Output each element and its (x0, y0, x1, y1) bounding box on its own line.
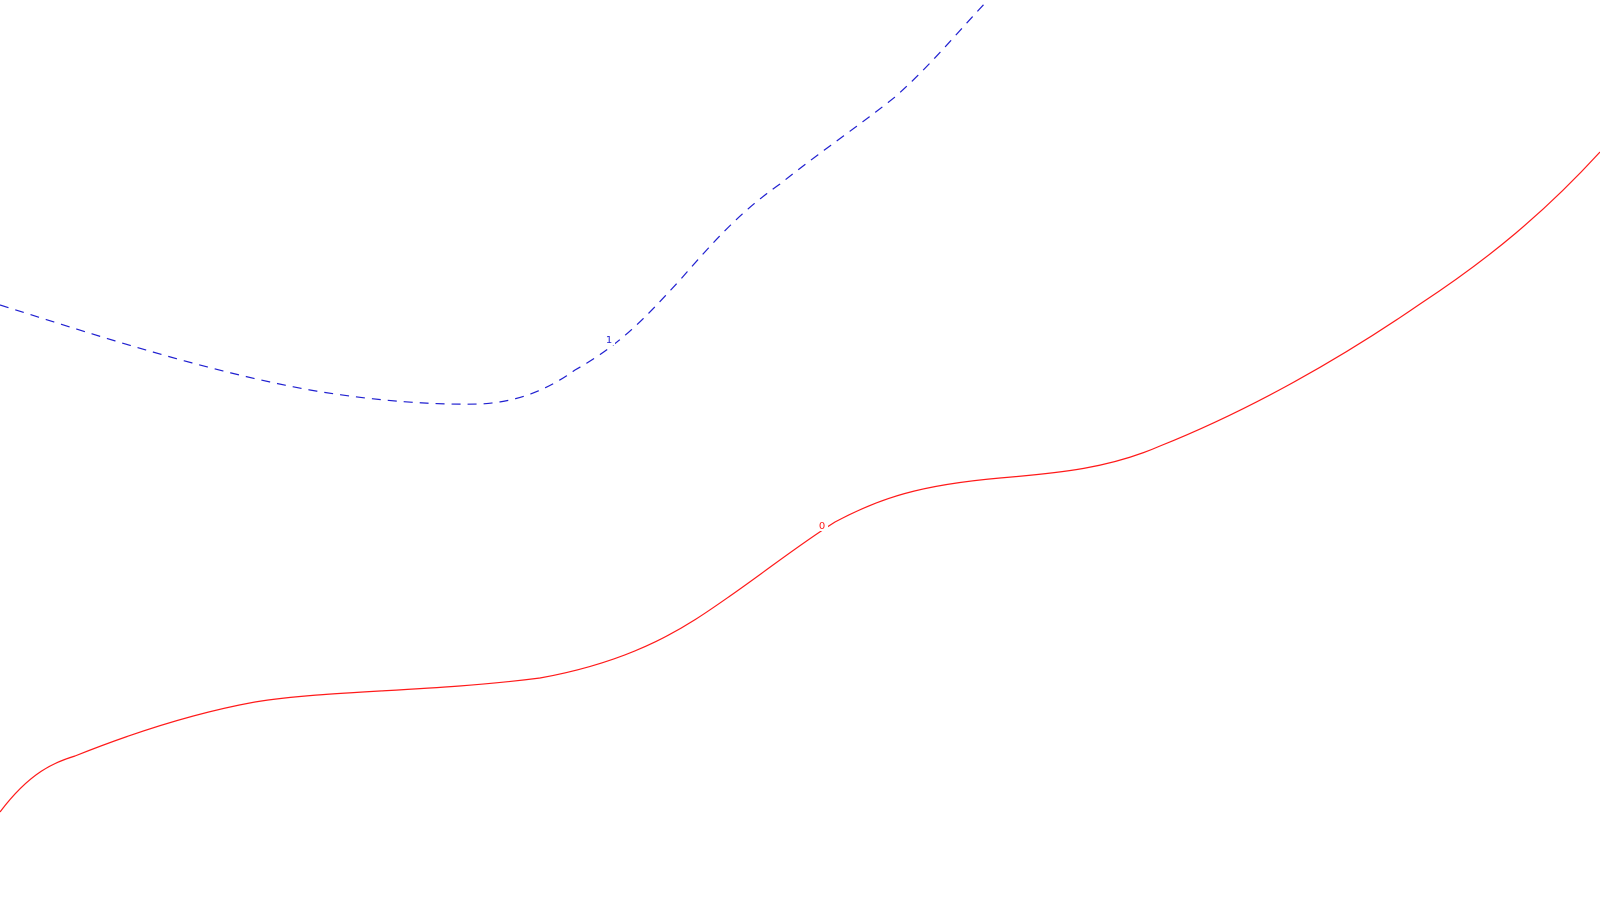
contour-label-0: 0 (819, 521, 825, 532)
contour-label-0-background (816, 518, 828, 531)
contour-label-1: 1 (606, 335, 612, 346)
contour-line-0 (0, 151, 1600, 813)
contour-label-1-background (603, 332, 615, 345)
contour-line-1 (0, 0, 989, 405)
